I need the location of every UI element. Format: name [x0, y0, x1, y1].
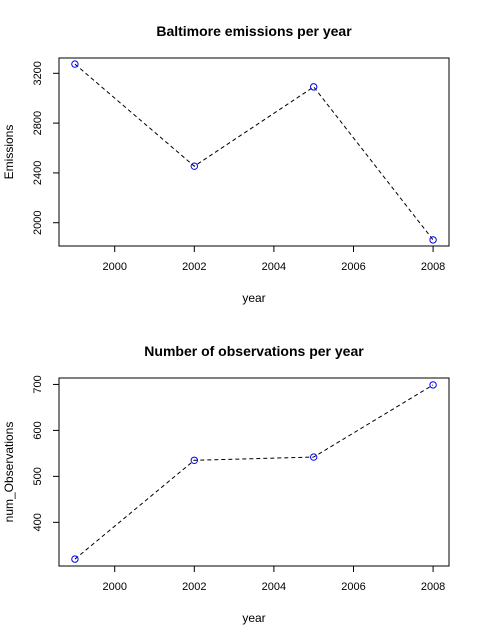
emissions-point-2005 [309, 83, 318, 91]
observations-plot-frame [58, 377, 450, 567]
emissions-point-2002 [190, 162, 199, 170]
emissions-point-1999 [71, 60, 79, 68]
emissions-y-tick-label: 2800 [32, 111, 44, 135]
observations-x-tick-label: 2008 [421, 581, 445, 593]
emissions-x-tick-label: 2008 [421, 261, 445, 273]
observations-y-ticks: 400 500 600 700 [32, 375, 59, 532]
emissions-x-tick-label: 2004 [262, 261, 286, 273]
emissions-x-axis-label: year [242, 291, 265, 305]
observations-chart-title: Number of observations per year [144, 343, 364, 359]
observations-y-tick-label: 700 [32, 375, 44, 393]
emissions-y-axis-label: Emissions [2, 125, 16, 180]
observations-point-2002 [190, 456, 199, 464]
observations-x-tick-label: 2004 [262, 581, 286, 593]
observations-x-ticks: 2000 2002 2004 2006 2008 [102, 566, 445, 593]
observations-point-1999 [71, 555, 79, 563]
observations-point-2005 [309, 453, 318, 461]
observations-x-axis-label: year [242, 611, 265, 625]
observations-y-tick-label: 500 [32, 467, 44, 485]
emissions-y-tick-label: 3200 [32, 61, 44, 85]
emissions-y-tick-label: 2400 [32, 161, 44, 185]
observations-point-2008 [429, 381, 437, 389]
observations-x-tick-label: 2002 [182, 581, 206, 593]
observations-panel: Number of observations per year year num… [2, 343, 450, 625]
emissions-y-ticks: 2000 2400 2800 3200 [32, 61, 59, 235]
observations-y-tick-label: 600 [32, 421, 44, 439]
emissions-plot-frame [58, 57, 450, 247]
observations-y-tick-label: 400 [32, 513, 44, 531]
observations-y-axis-label: num_Observations [2, 422, 16, 523]
emissions-point-2008 [429, 236, 437, 244]
emissions-series [71, 60, 437, 244]
emissions-chart-title: Baltimore emissions per year [156, 23, 352, 39]
emissions-x-tick-label: 2006 [341, 261, 365, 273]
emissions-series-line [74, 63, 434, 241]
emissions-x-tick-label: 2000 [102, 261, 126, 273]
observations-series-line [74, 384, 434, 560]
observations-x-tick-label: 2000 [102, 581, 126, 593]
observations-series [71, 381, 437, 563]
observations-x-tick-label: 2006 [341, 581, 365, 593]
emissions-y-tick-label: 2000 [32, 210, 44, 234]
emissions-x-tick-label: 2002 [182, 261, 206, 273]
emissions-x-ticks: 2000 2002 2004 2006 2008 [102, 246, 445, 273]
emissions-panel: Baltimore emissions per year year Emissi… [2, 23, 450, 305]
